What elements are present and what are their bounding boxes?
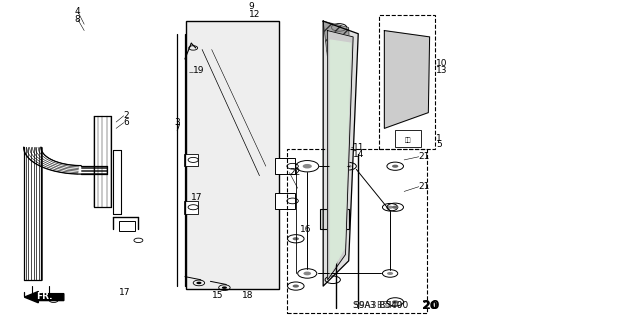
Bar xyxy=(380,15,435,149)
Bar xyxy=(119,221,135,231)
Text: 18: 18 xyxy=(243,291,253,300)
Text: S9A3 B5400: S9A3 B5400 xyxy=(355,301,402,310)
Bar xyxy=(287,149,427,313)
Text: 11: 11 xyxy=(353,143,365,152)
Polygon shape xyxy=(385,31,429,128)
Text: 17: 17 xyxy=(119,288,131,297)
Text: 5: 5 xyxy=(436,140,442,149)
Circle shape xyxy=(392,206,398,209)
Text: 8: 8 xyxy=(75,15,81,24)
Bar xyxy=(320,209,349,229)
Text: 2: 2 xyxy=(124,111,129,120)
Circle shape xyxy=(387,272,393,275)
Text: FR.: FR. xyxy=(36,292,53,301)
Text: 3: 3 xyxy=(175,118,180,127)
Text: 20: 20 xyxy=(422,299,440,312)
Bar xyxy=(395,130,420,147)
Text: 6: 6 xyxy=(124,118,129,127)
Polygon shape xyxy=(328,31,353,280)
Circle shape xyxy=(392,300,398,303)
Text: 14: 14 xyxy=(353,150,365,159)
Polygon shape xyxy=(330,40,351,273)
Text: 21: 21 xyxy=(419,182,430,191)
Circle shape xyxy=(196,282,202,284)
Bar xyxy=(184,201,198,213)
Text: 13: 13 xyxy=(436,66,447,75)
Text: 9: 9 xyxy=(248,3,254,11)
Circle shape xyxy=(292,237,299,240)
Bar xyxy=(186,21,278,289)
Polygon shape xyxy=(323,21,358,286)
Bar xyxy=(275,158,294,174)
Circle shape xyxy=(292,285,299,288)
Circle shape xyxy=(387,206,393,209)
Text: 12: 12 xyxy=(248,10,260,19)
Text: 7: 7 xyxy=(175,124,180,133)
Polygon shape xyxy=(323,21,351,65)
Text: 21: 21 xyxy=(419,152,430,161)
Circle shape xyxy=(346,165,352,168)
Circle shape xyxy=(303,271,311,275)
Circle shape xyxy=(392,165,398,168)
Text: ロロ: ロロ xyxy=(404,137,411,143)
Text: 16: 16 xyxy=(300,225,311,234)
Circle shape xyxy=(303,164,312,168)
Bar xyxy=(275,193,294,209)
Text: 15: 15 xyxy=(212,291,223,300)
Circle shape xyxy=(222,286,227,289)
Text: 20: 20 xyxy=(422,300,437,311)
Text: S9A3 B5400: S9A3 B5400 xyxy=(353,301,408,310)
FancyArrow shape xyxy=(24,292,64,303)
Text: 17: 17 xyxy=(191,193,203,202)
Text: 23: 23 xyxy=(414,107,426,115)
Text: 19: 19 xyxy=(193,65,204,75)
Text: 4: 4 xyxy=(75,7,80,16)
Text: 22: 22 xyxy=(289,168,301,177)
Text: 1: 1 xyxy=(436,134,442,143)
Text: 10: 10 xyxy=(436,59,447,68)
Bar xyxy=(184,154,198,166)
